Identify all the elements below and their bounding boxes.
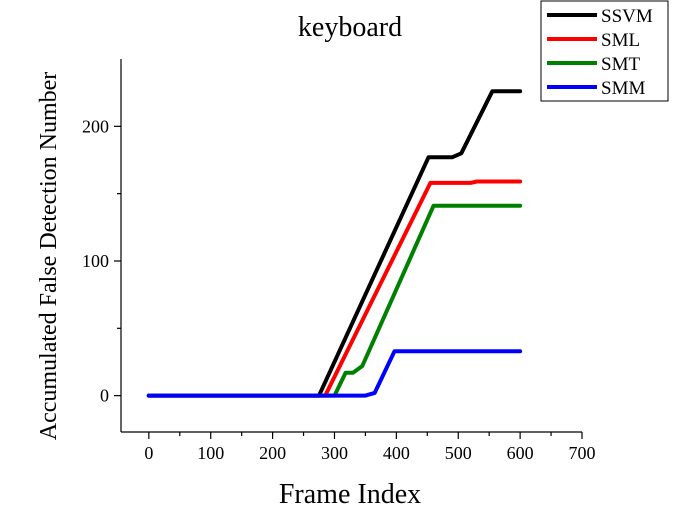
x-axis-label: Frame Index [279,479,421,510]
axes: 0 100 200 300 400 500 600 700 0 100 200 [82,59,596,463]
legend-label-ssvm: SSVM [601,6,653,27]
y-tick-label: 200 [82,116,109,136]
x-tick-label: 600 [507,443,534,463]
y-tick-label: 0 [100,386,109,406]
chart-title: keyboard [298,12,402,43]
x-tick-label: 400 [383,443,410,463]
x-tick-label: 500 [445,443,472,463]
legend-label-sml: SML [601,30,640,51]
series-line-smm [146,349,523,398]
series-lines [146,89,523,398]
x-tick-label: 200 [259,443,286,463]
legend-label-smm: SMM [601,78,645,99]
series-line-smt [146,203,523,398]
x-tick-label: 300 [321,443,348,463]
legend-label-smt: SMT [601,54,640,75]
x-tick-label: 700 [569,443,596,463]
legend: SSVM SML SMT SMM [540,0,669,102]
legend-box [540,0,669,102]
y-tick-label: 100 [82,251,109,271]
x-tick-label: 100 [197,443,224,463]
y-axis-label: Accumulated False Detection Number [36,72,62,441]
x-tick-label: 0 [144,443,153,463]
